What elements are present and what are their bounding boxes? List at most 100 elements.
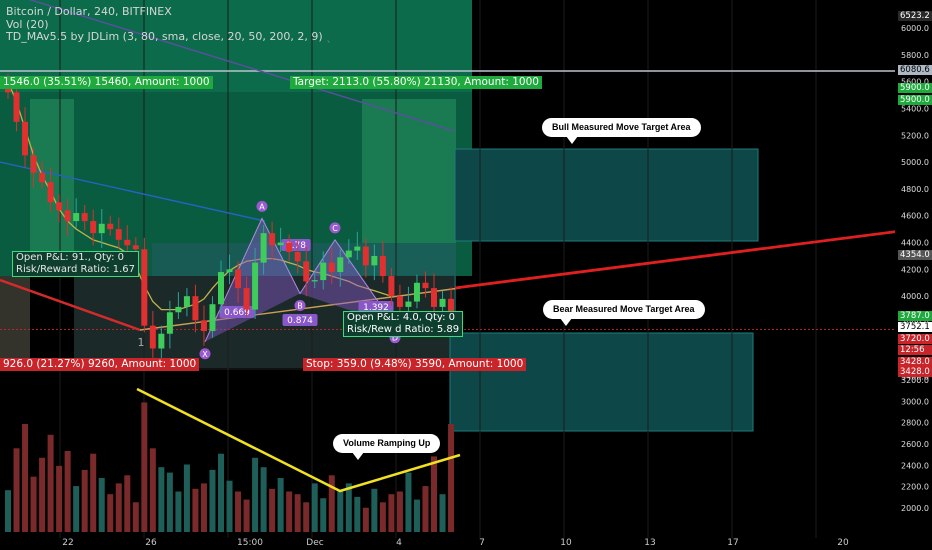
price-tick: 2000.0 — [901, 504, 929, 513]
time-tick: 13 — [644, 538, 656, 548]
ratio-xa_ret: 0.669 — [224, 308, 250, 318]
volume-bar — [260, 467, 267, 532]
volume-bar — [294, 494, 301, 532]
indicator-legend[interactable]: TD_MAv5.5 by JDLim (3, 80, sma, close, 2… — [6, 30, 332, 43]
chart-title: Bitcoin / Dollar, 240, BITFINEX — [6, 5, 172, 18]
candle-body — [226, 269, 233, 273]
volume-bar — [5, 490, 11, 532]
pattern-point-d-label: D — [392, 334, 398, 343]
volume-bar — [132, 502, 139, 532]
short-position-label[interactable]: 926.0 (21.27%) 9260, Amount: 1000 — [0, 358, 200, 371]
bear-target-zone — [449, 332, 754, 432]
price-tag: 6080.6 — [898, 65, 932, 75]
short-stop-label[interactable]: Stop: 359.0 (9.48%) 3590, Amount: 1000 — [303, 358, 527, 371]
volume-bar — [362, 507, 369, 532]
long-target-label[interactable]: Target: 2113.0 (55.80%) 21130, Amount: 1… — [290, 76, 542, 89]
pnl-right-box[interactable]: Open P&L: 4.0, Qty: 0 Risk/Rew d Ratio: … — [343, 311, 464, 337]
volume-callout[interactable]: Volume Ramping Up — [333, 434, 441, 453]
price-tag: 4354.0 — [898, 250, 932, 260]
candle-body — [13, 92, 20, 122]
candle-body — [158, 333, 165, 349]
volume-bar — [396, 491, 403, 532]
price-tick: 5000.0 — [901, 158, 929, 167]
volume-bar — [39, 457, 46, 532]
indicator-name: TD_MAv5.5 by JDLim (3, 80, sma, close, 2… — [6, 30, 323, 43]
price-tag: 12:56 — [898, 345, 932, 355]
candle-body — [192, 296, 199, 321]
long-position-label[interactable]: 1546.0 (35.51%) 15460, Amount: 1000 — [0, 76, 213, 89]
volume-bar — [371, 488, 378, 532]
candle-body — [132, 245, 139, 250]
volume-bar — [439, 494, 446, 532]
pattern-point-x-label: X — [202, 350, 208, 359]
bull-target-zone — [454, 148, 759, 242]
time-tick: 15:00 — [237, 538, 263, 548]
time-tick: 26 — [145, 538, 157, 548]
bear-target-callout[interactable]: Bear Measured Move Target Area — [543, 300, 705, 319]
volume-bar — [379, 502, 386, 532]
candle-body — [252, 262, 259, 310]
candle-body — [107, 223, 114, 230]
volume-bar — [328, 475, 335, 532]
candle-body — [379, 255, 386, 277]
candle-body — [413, 282, 420, 302]
volume-bar — [81, 469, 88, 532]
pattern-point-c-marker — [329, 222, 341, 234]
ma-50-line — [0, 161, 266, 222]
volume-bar — [354, 496, 361, 532]
volume-bar — [192, 488, 199, 532]
time-tick: Dec — [306, 538, 324, 548]
price-tick: 5200.0 — [901, 131, 929, 140]
candle-body — [175, 306, 182, 313]
volume-bar — [149, 448, 156, 532]
volume-legend[interactable]: Vol (20) — [6, 18, 49, 31]
bull-target-callout[interactable]: Bull Measured Move Target Area — [542, 118, 701, 137]
candle-body — [269, 233, 276, 246]
time-tick: 17 — [727, 538, 739, 548]
volume-bar — [405, 472, 412, 532]
ratio-bc_ret: 0.874 — [287, 316, 313, 326]
candle-body — [81, 213, 88, 222]
price-tag: 3720.0 — [898, 334, 932, 344]
volume-bar — [413, 499, 420, 532]
volume-bar — [13, 448, 20, 532]
candle-body — [47, 182, 54, 203]
bear-callout-tail — [560, 318, 572, 326]
price-tick: 3000.0 — [901, 397, 929, 406]
candle-body — [90, 221, 97, 234]
candle-body — [124, 239, 131, 246]
volume-bar — [431, 456, 437, 532]
candle-body — [328, 262, 335, 273]
bull-callout-tail — [566, 136, 578, 144]
candle-body — [209, 304, 216, 332]
time-tick: 7 — [479, 538, 485, 548]
volume-bar — [56, 465, 63, 532]
xabcd-path — [204, 217, 396, 343]
candle-body — [439, 298, 446, 307]
volume-bar — [124, 475, 131, 532]
indicator-extra: ˎ — [326, 30, 332, 43]
price-tag: 5900.0 — [898, 95, 932, 105]
volume-bar — [73, 486, 80, 532]
time-tick: 20 — [837, 538, 849, 548]
price-tick: 5800.0 — [901, 51, 929, 60]
volume-bar — [90, 453, 97, 532]
price-tag: 3787.0 — [898, 311, 932, 321]
volume-bar — [115, 483, 122, 532]
pnl-right-line1: Open P&L: 4.0, Qty: 0 — [347, 312, 455, 323]
volume-bar — [252, 457, 259, 532]
pnl-left-line1: Open P&L: 91., Qty: 0 — [16, 252, 124, 263]
pnl-left-box[interactable]: Open P&L: 91., Qty: 0 Risk/Reward Ratio:… — [12, 251, 140, 277]
candle-body — [303, 261, 310, 282]
candle-body — [422, 282, 429, 289]
time-tick: 10 — [560, 538, 572, 548]
volume-callout-tail — [352, 452, 364, 460]
candle-body — [243, 288, 250, 310]
volume-bar — [311, 483, 318, 532]
price-tag: 3428.0 — [898, 367, 932, 377]
volume-bar — [47, 434, 54, 532]
volume-bar — [337, 491, 344, 532]
candle-body — [405, 301, 412, 307]
